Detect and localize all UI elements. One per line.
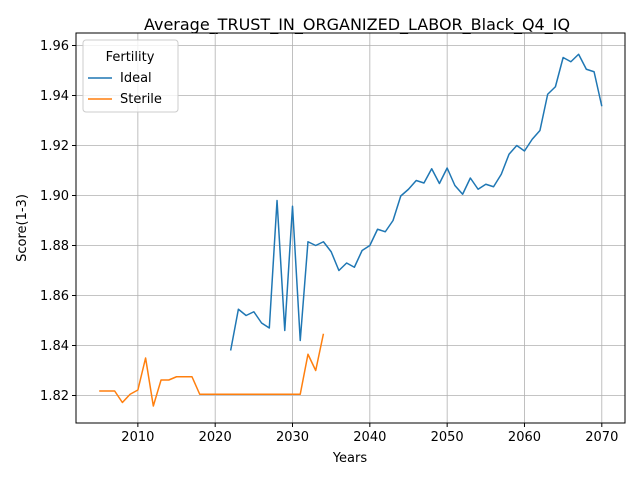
series-line-sterile — [99, 333, 325, 407]
y-tick-label: 1.90 — [40, 189, 69, 204]
plot-frame — [75, 32, 626, 424]
x-tick-label: 2010 — [121, 430, 154, 445]
x-tick-label: 2060 — [508, 430, 541, 445]
y-tick-label: 1.86 — [40, 289, 69, 304]
x-tick-label: 2030 — [276, 430, 309, 445]
x-tick-label: 2040 — [353, 430, 386, 445]
y-tick-label: 1.88 — [40, 239, 69, 254]
grid-lines — [76, 33, 625, 423]
y-axis-ticks: 1.82 1.84 1.86 1.88 1.90 1.92 1.94 1.96 — [40, 39, 76, 404]
y-tick-label: 1.92 — [40, 139, 69, 154]
x-tick-label: 2070 — [585, 430, 618, 445]
series-line-ideal — [229, 53, 603, 351]
legend-entry-ideal: Ideal — [120, 71, 152, 86]
x-tick-label: 2050 — [431, 430, 464, 445]
series-lines — [99, 53, 603, 407]
x-axis-ticks: 2010 2020 2030 2040 2050 2060 2070 — [121, 423, 618, 445]
chart-title: Average_TRUST_IN_ORGANIZED_LABOR_Black_Q… — [144, 15, 570, 35]
y-tick-label: 1.82 — [40, 389, 69, 404]
y-axis-label: Score(1-3) — [15, 194, 30, 262]
x-axis-label: Years — [332, 451, 368, 466]
y-tick-label: 1.84 — [40, 339, 69, 354]
x-tick-label: 2020 — [199, 430, 232, 445]
legend-entry-sterile: Sterile — [120, 92, 162, 107]
legend-box — [82, 39, 179, 113]
y-tick-label: 1.96 — [40, 39, 69, 54]
y-tick-label: 1.94 — [40, 89, 69, 104]
legend-title: Fertility — [106, 50, 155, 65]
legend: Fertility Ideal Sterile — [82, 39, 179, 113]
